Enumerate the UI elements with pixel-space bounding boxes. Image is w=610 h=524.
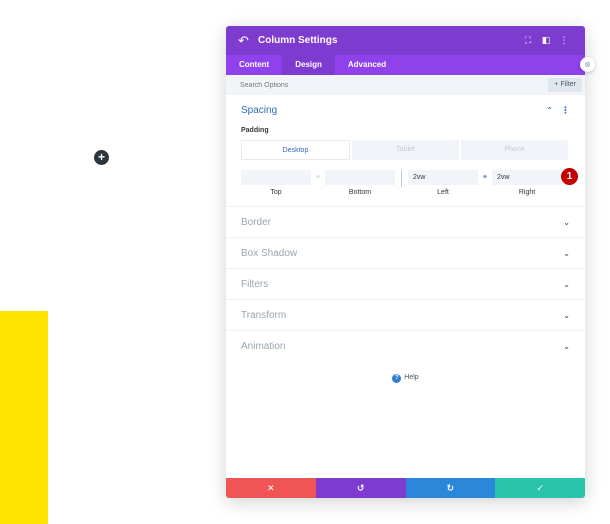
spacing-title: Spacing bbox=[241, 105, 278, 116]
spacing-section: Spacing ⌃ ⋮ Padding Desktop Tablet Phone… bbox=[226, 95, 585, 196]
padding-right-label: Right bbox=[518, 189, 536, 196]
section-menu-icon[interactable]: ⋮ bbox=[561, 105, 570, 115]
plus-icon: + bbox=[97, 150, 105, 164]
save-button[interactable]: ✓ bbox=[495, 478, 585, 498]
link-active-icon[interactable]: ⚭ bbox=[482, 174, 488, 181]
section-title: Filters bbox=[241, 278, 269, 290]
split-view-icon[interactable]: ◧ bbox=[541, 35, 551, 45]
padding-fields: Top ⚭ Bottom Left ⚭ Right 1 bbox=[241, 168, 578, 196]
undo-button[interactable]: ↺ bbox=[315, 478, 406, 498]
chevron-up-icon[interactable]: ⌃ bbox=[546, 106, 553, 115]
cancel-button[interactable]: ✕ bbox=[226, 478, 316, 498]
padding-label: Padding bbox=[241, 127, 269, 134]
section-title: Border bbox=[241, 216, 272, 228]
field-divider bbox=[401, 170, 402, 187]
settings-modal: ↶ Column Settings ⛶ ◧ ⋮ Content Design A… bbox=[226, 26, 585, 498]
section-title: Animation bbox=[241, 340, 286, 352]
add-module-button[interactable]: + bbox=[94, 150, 109, 165]
chevron-down-icon: ⌄ bbox=[563, 217, 570, 227]
padding-left-label: Left bbox=[437, 189, 449, 196]
focus-icon[interactable]: ⛶ bbox=[524, 35, 532, 45]
section-title: Box Shadow bbox=[241, 247, 298, 259]
close-icon[interactable]: ⊗ bbox=[580, 57, 595, 72]
tab-design[interactable]: Design bbox=[282, 55, 335, 75]
link-icon[interactable]: ⚭ bbox=[315, 174, 321, 181]
chevron-down-icon: ⌄ bbox=[563, 248, 570, 258]
tab-content[interactable]: Content bbox=[239, 60, 270, 69]
help-link[interactable]: ? Help bbox=[226, 374, 585, 383]
device-tab-tablet[interactable]: Tablet bbox=[352, 140, 459, 160]
device-tab-desktop[interactable]: Desktop bbox=[241, 140, 350, 160]
padding-bottom-label: Bottom bbox=[348, 189, 372, 196]
help-label: Help bbox=[404, 374, 419, 381]
modal-tabs: Content Design Advanced bbox=[226, 55, 585, 75]
chevron-down-icon: ⌄ bbox=[563, 310, 570, 320]
spacing-header[interactable]: Spacing ⌃ ⋮ bbox=[241, 105, 570, 116]
yellow-column-block bbox=[0, 311, 48, 524]
padding-top-input[interactable] bbox=[241, 170, 311, 185]
tab-advanced[interactable]: Advanced bbox=[347, 60, 387, 69]
padding-bottom-input[interactable] bbox=[325, 170, 395, 185]
search-bar: + Filter bbox=[226, 75, 585, 95]
section-transform[interactable]: Transform ⌄ bbox=[226, 299, 585, 330]
padding-left-input[interactable] bbox=[408, 170, 478, 185]
redo-button[interactable]: ↻ bbox=[405, 478, 496, 498]
modal-footer: ✕ ↺ ↻ ✓ bbox=[226, 478, 585, 498]
more-options-icon[interactable]: ⋮ bbox=[559, 35, 569, 45]
section-filters[interactable]: Filters ⌄ bbox=[226, 268, 585, 299]
chevron-down-icon: ⌄ bbox=[563, 341, 570, 351]
padding-right-input[interactable] bbox=[492, 170, 562, 185]
step-badge: 1 bbox=[561, 168, 578, 185]
help-icon: ? bbox=[392, 374, 402, 383]
chevron-down-icon: ⌄ bbox=[563, 279, 570, 289]
modal-header: ↶ Column Settings ⛶ ◧ ⋮ bbox=[226, 26, 585, 55]
section-animation[interactable]: Animation ⌄ bbox=[226, 330, 585, 361]
device-tabs: Desktop Tablet Phone bbox=[241, 140, 570, 160]
padding-top-label: Top bbox=[270, 189, 282, 196]
search-input[interactable] bbox=[240, 81, 571, 89]
section-border[interactable]: Border ⌄ bbox=[226, 206, 585, 237]
back-arrow-icon[interactable]: ↶ bbox=[238, 32, 249, 48]
modal-title: Column Settings bbox=[258, 35, 338, 46]
device-tab-phone[interactable]: Phone bbox=[461, 140, 568, 160]
section-box-shadow[interactable]: Box Shadow ⌄ bbox=[226, 237, 585, 268]
filter-button[interactable]: + Filter bbox=[548, 78, 582, 92]
section-title: Transform bbox=[241, 309, 287, 321]
